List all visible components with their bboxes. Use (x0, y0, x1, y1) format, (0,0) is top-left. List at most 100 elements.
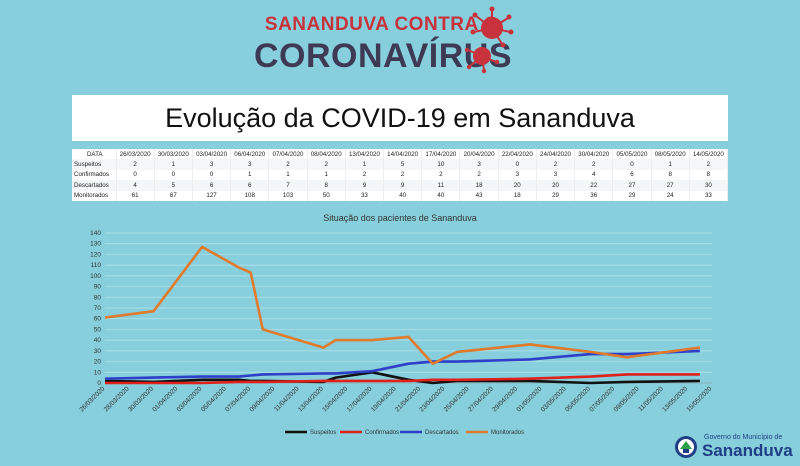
logo-big-text: Sananduva (702, 441, 793, 460)
table-cell: 4 (116, 180, 155, 191)
line-chart: Situação dos pacientes de Sananduva 0 10 20… (78, 213, 713, 436)
y-tick-label: 50 (94, 326, 102, 333)
legend-label: Monitorados (491, 430, 524, 436)
table-cell: 06/04/2020 (230, 149, 270, 160)
table-cell: 36 (574, 190, 614, 201)
municipal-logo: Governo do Município de Sananduva (672, 432, 793, 462)
table-cell: 1 (651, 159, 690, 170)
y-tick-label: 40 (94, 337, 102, 344)
table-cell: 9 (383, 180, 423, 191)
table-cell: 4 (574, 169, 614, 181)
table-cell: 05/05/2020 (612, 149, 652, 160)
chart-title: Situação dos pacientes de Sananduva (323, 213, 477, 223)
table-cell: 10 (421, 159, 461, 170)
table-row-label: Descartados (72, 180, 117, 191)
table-cell: 29 (612, 190, 652, 201)
y-tick-label: 120 (90, 251, 101, 258)
table-cell: 22 (574, 180, 614, 191)
table-cell: 18 (498, 190, 537, 201)
table-cell: 8 (651, 169, 690, 181)
table-cell: 67 (154, 190, 193, 201)
data-table: DATA 26/03/2020 30/03/2020 03/04/2020 06/04/… (72, 149, 729, 201)
table-cell: 6 (192, 180, 232, 191)
table-cell: 6 (230, 180, 270, 191)
table-cell: 2 (536, 159, 576, 170)
legend-label: Descartados (425, 430, 459, 436)
table-cell: 0 (154, 169, 193, 181)
y-tick-label: 30 (94, 348, 102, 355)
table-cell: 103 (268, 190, 308, 201)
table-cell: 2 (116, 159, 155, 170)
y-tick-label: 100 (90, 273, 101, 280)
series-line-suspeitos (104, 371, 700, 385)
table-cell: 108 (230, 190, 270, 201)
y-tick-label: 10 (94, 369, 102, 376)
logo-small-text: Governo do Município de (704, 434, 783, 441)
table-cell: 30/04/2020 (574, 149, 614, 160)
table-cell: 24 (651, 190, 690, 201)
table-cell: 11 (421, 180, 461, 191)
table-row-monitorados: Monitorados 61 67 127 108 103 50 33 40 40 43 18 29 36… (72, 190, 729, 201)
table-cell: 2 (345, 169, 385, 181)
table-cell: 9 (345, 180, 385, 191)
table-cell: 20/04/2020 (459, 149, 499, 160)
table-cell: 13/04/2020 (345, 149, 385, 160)
table-cell: 14/04/2020 (383, 149, 423, 160)
table-cell: 3 (498, 169, 537, 181)
table-cell: 2 (574, 159, 614, 170)
table-cell: 2 (383, 169, 423, 181)
table-row-label: Confirmados (72, 169, 117, 181)
table-cell: 127 (192, 190, 232, 201)
series-line-monitorados (104, 245, 701, 365)
page-title: Evolução da COVID-19 em Sananduva (72, 95, 728, 141)
table-cell: 3 (192, 159, 232, 170)
y-tick-label: 90 (94, 284, 102, 291)
table-cell: 20 (536, 180, 576, 191)
table-cell: 8 (689, 169, 729, 181)
table-cell: 2 (307, 159, 346, 170)
legend-label: Confirmados (365, 430, 399, 436)
y-tick-label: 130 (90, 241, 101, 248)
y-tick-label: 20 (94, 359, 102, 366)
table-cell: 5 (154, 180, 193, 191)
y-tick-label: 140 (90, 230, 101, 237)
table-cell: 0 (612, 159, 652, 170)
table-cell: 1 (154, 159, 193, 170)
y-tick-label: 0 (97, 380, 101, 387)
table-row-suspeitos: Suspeitos 2 1 3 3 2 2 1 5 10 3 0 2 2 0 1 2 (72, 159, 729, 170)
y-tick-label: 60 (94, 316, 102, 323)
table-cell: 3 (536, 169, 576, 181)
municipal-logo-icon (675, 436, 697, 458)
y-tick-label: 70 (94, 305, 102, 312)
table-cell: 40 (383, 190, 423, 201)
table-cell: 08/05/2020 (651, 149, 690, 160)
table-cell: 1 (307, 169, 346, 181)
table-cell: 20 (498, 180, 537, 191)
table-cell: 18 (459, 180, 499, 191)
table-cell: 22/04/2020 (498, 149, 537, 160)
table-cell: 0 (498, 159, 537, 170)
table-cell: 14/05/2020 (689, 149, 729, 160)
table-cell: 27 (651, 180, 690, 191)
table-cell: 30 (689, 180, 729, 191)
series-line-confirmados (105, 373, 700, 385)
table-cell: 30/03/2020 (154, 149, 193, 160)
y-tick-label: 80 (94, 294, 102, 301)
table-cell: 33 (689, 190, 729, 201)
table-cell: 03/04/2020 (192, 149, 232, 160)
table-cell: 2 (268, 159, 308, 170)
table-cell: 3 (230, 159, 270, 170)
table-cell: 7 (268, 180, 308, 191)
table-cell: 27 (612, 180, 652, 191)
table-cell: 33 (345, 190, 385, 201)
table-cell: 40 (421, 190, 461, 201)
table-row-descartados: Descartados 4 5 6 6 7 8 9 9 11 18 20 20 22 27 27 30 (72, 180, 729, 191)
x-tick-label: 09/05/2020 (613, 385, 641, 413)
table-header-row: DATA 26/03/2020 30/03/2020 03/04/2020 06/04/… (72, 149, 729, 160)
table-cell: 8 (307, 180, 346, 191)
table-cell: 17/04/2020 (421, 149, 461, 160)
header-banner: SANANDUVA CONTRA O CORONAVÍRUS (0, 0, 800, 90)
table-cell: 50 (307, 190, 346, 201)
table-cell: 2 (421, 169, 461, 181)
table-cell: 6 (612, 169, 652, 181)
